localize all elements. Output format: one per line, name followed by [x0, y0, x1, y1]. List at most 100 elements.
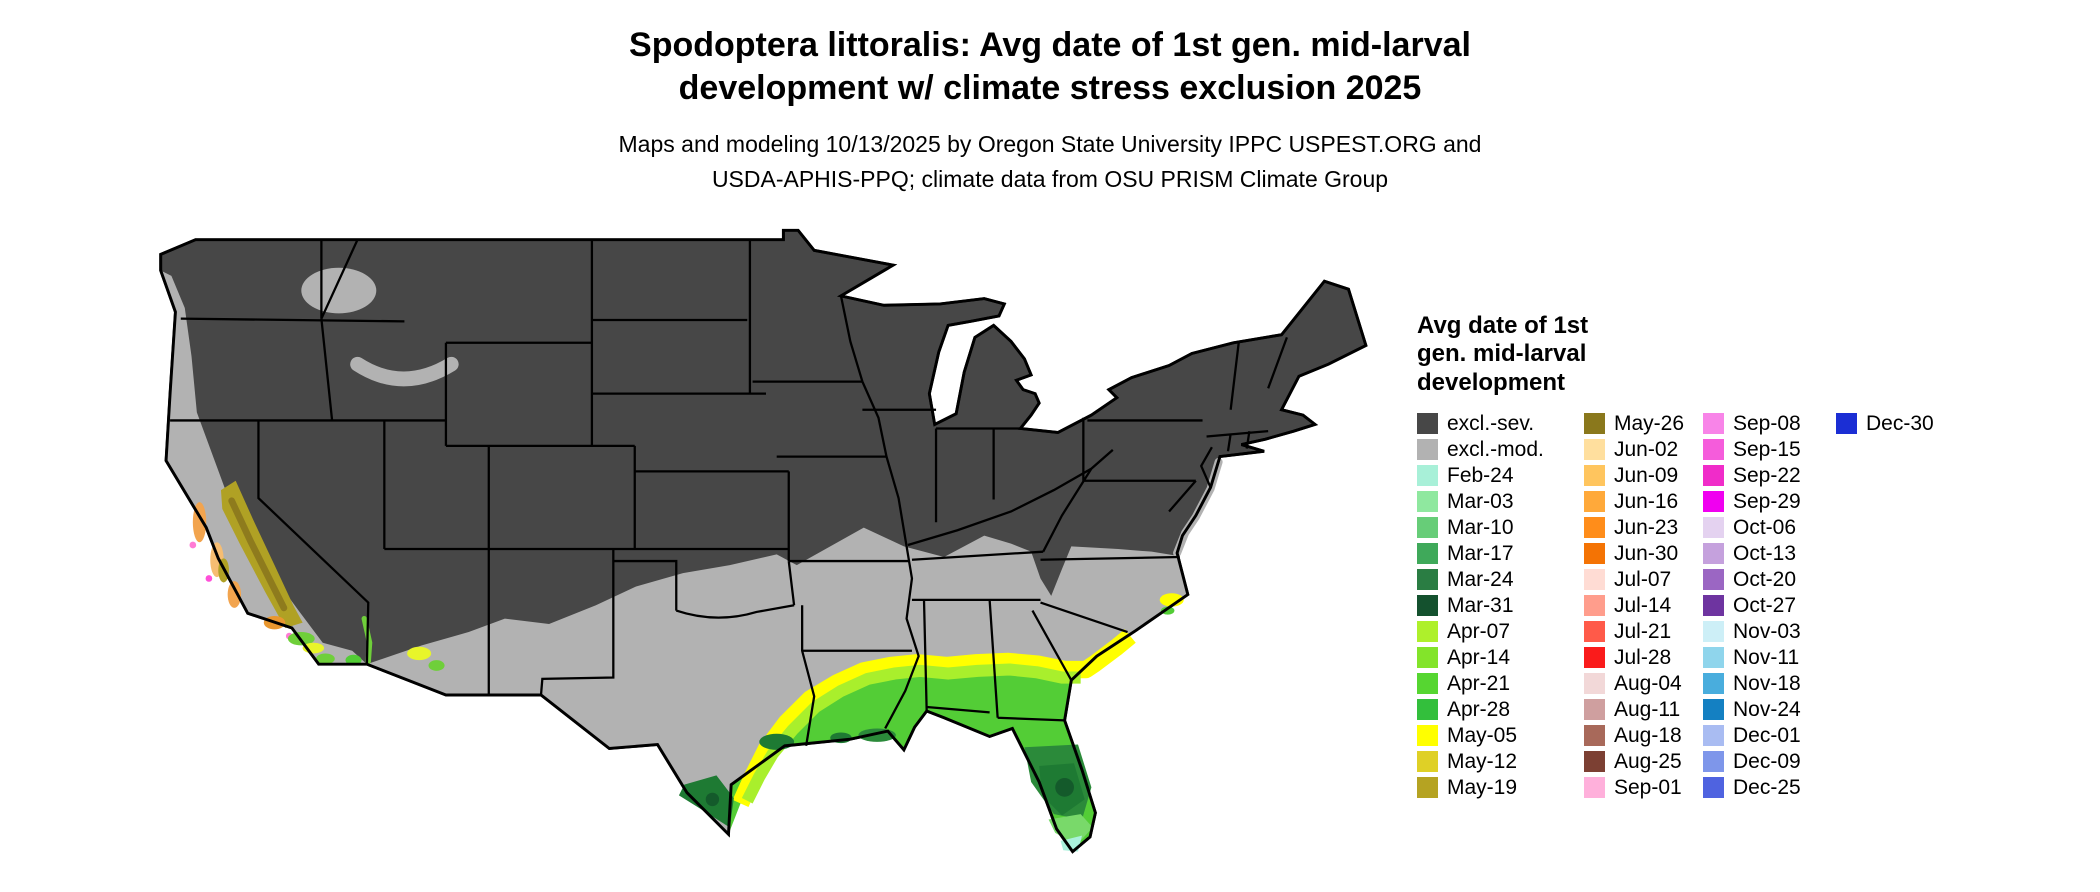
legend-swatch — [1417, 725, 1438, 747]
legend-label: Sep-08 — [1733, 411, 1801, 435]
legend-swatch — [1703, 491, 1724, 513]
legend-swatch — [1584, 777, 1605, 799]
legend-label: Dec-30 — [1866, 411, 1934, 435]
legend-item: Jul-21 — [1584, 619, 1703, 645]
dot-ca-pink-1 — [189, 541, 197, 549]
legend-item: Oct-27 — [1703, 593, 1836, 619]
legend-swatch — [1703, 439, 1724, 461]
legend-item: Dec-01 — [1703, 723, 1836, 749]
legend-label: Sep-22 — [1733, 463, 1801, 487]
legend-item: excl.-mod. — [1417, 437, 1584, 463]
legend-swatch — [1584, 621, 1605, 643]
band-yellow — [732, 629, 1136, 808]
region-florida-lightgreen — [1048, 814, 1093, 845]
legend-swatch — [1703, 621, 1724, 643]
legend-item: Mar-24 — [1417, 567, 1584, 593]
legend-label: Aug-18 — [1614, 723, 1682, 747]
legend-swatch — [1703, 673, 1724, 695]
patch-az-green — [428, 660, 445, 671]
legend-swatch — [1703, 569, 1724, 591]
legend-label: Dec-01 — [1733, 723, 1801, 747]
legend-swatch — [1417, 751, 1438, 773]
legend-label: Jul-07 — [1614, 567, 1672, 591]
legend-item: Aug-25 — [1584, 749, 1703, 775]
legend-item: Sep-01 — [1584, 775, 1703, 801]
legend-swatch — [1417, 777, 1438, 799]
legend-label: Jun-23 — [1614, 515, 1679, 539]
legend-label: May-12 — [1447, 749, 1518, 773]
legend-columns: excl.-sev. excl.-mod. Feb-24 Mar-03 Mar-10 Ma… — [1417, 411, 2057, 801]
legend-item: Mar-03 — [1417, 489, 1584, 515]
conus-map — [154, 214, 1386, 884]
legend-label: Mar-03 — [1447, 489, 1514, 513]
stripe-colorado-river-green — [361, 615, 373, 665]
legend-item: Sep-15 — [1703, 437, 1836, 463]
legend-item: Apr-14 — [1417, 645, 1584, 671]
legend-swatch — [1417, 673, 1438, 695]
legend-label: Dec-25 — [1733, 775, 1801, 799]
conus-map-svg — [159, 228, 1368, 854]
legend-label: Aug-25 — [1614, 749, 1682, 773]
legend-label: Mar-31 — [1447, 593, 1514, 617]
page-subtitle: Maps and modeling 10/13/2025 by Oregon S… — [618, 131, 1482, 192]
legend-item: Jun-02 — [1584, 437, 1703, 463]
legend-swatch — [1417, 543, 1438, 565]
legend-label: Nov-18 — [1733, 671, 1801, 695]
legend-item: Apr-21 — [1417, 671, 1584, 697]
legend-label: Nov-03 — [1733, 619, 1801, 643]
legend-swatch — [1417, 517, 1438, 539]
legend-label: Jun-30 — [1614, 541, 1679, 565]
legend-label: Mar-24 — [1447, 567, 1514, 591]
legend-label: Jul-28 — [1614, 645, 1672, 669]
legend-swatch — [1703, 465, 1724, 487]
legend-swatch — [1417, 621, 1438, 643]
legend-label: Jun-16 — [1614, 489, 1679, 513]
legend-swatch — [1584, 517, 1605, 539]
legend-item: Nov-03 — [1703, 619, 1836, 645]
legend-label: Aug-04 — [1614, 671, 1682, 695]
legend-item: Mar-31 — [1417, 593, 1584, 619]
legend-label: Apr-14 — [1447, 645, 1511, 669]
legend-label: Nov-24 — [1733, 697, 1801, 721]
legend-item: Sep-29 — [1703, 489, 1836, 515]
legend-label: Apr-07 — [1447, 619, 1511, 643]
patch-darkest-south-texas — [705, 792, 720, 807]
legend-item: Sep-22 — [1703, 463, 1836, 489]
legend-swatch — [1417, 465, 1438, 487]
legend-swatch — [1703, 777, 1724, 799]
legend-column: Sep-08 Sep-15 Sep-22 Sep-29 Oct-06 Oct-13 Oct-… — [1703, 411, 1836, 801]
legend-label: Jul-14 — [1614, 593, 1672, 617]
dot-ca-magenta — [205, 575, 213, 582]
legend-item: Jul-07 — [1584, 567, 1703, 593]
legend-swatch — [1417, 699, 1438, 721]
legend-item: May-05 — [1417, 723, 1584, 749]
legend-item: Mar-17 — [1417, 541, 1584, 567]
legend-item: Oct-06 — [1703, 515, 1836, 541]
moderate-columbia-basin — [301, 267, 377, 314]
legend-label: Mar-17 — [1447, 541, 1514, 565]
legend-label: Sep-15 — [1733, 437, 1801, 461]
legend-label: excl.-sev. — [1447, 411, 1535, 435]
legend-item: May-26 — [1584, 411, 1703, 437]
moderate-southern-band — [366, 527, 1188, 852]
legend-label: Dec-09 — [1733, 749, 1801, 773]
legend-swatch — [1584, 673, 1605, 695]
legend-swatch — [1584, 699, 1605, 721]
legend-item: Oct-13 — [1703, 541, 1836, 567]
map-header: Spodoptera littoralis: Avg date of 1st g… — [10, 24, 2090, 196]
legend-item: Jun-16 — [1584, 489, 1703, 515]
legend: Avg date of 1st gen. mid-larval developm… — [1417, 312, 2057, 801]
patch-socal-green-2 — [316, 653, 335, 665]
legend-swatch — [1584, 569, 1605, 591]
legend-item: May-12 — [1417, 749, 1584, 775]
legend-swatch — [1584, 439, 1605, 461]
legend-column: Dec-30 — [1836, 411, 1934, 437]
legend-swatch — [1703, 725, 1724, 747]
patch-az-yellow — [407, 646, 432, 661]
legend-swatch — [1703, 517, 1724, 539]
page-title: Spodoptera littoralis: Avg date of 1st g… — [629, 26, 1471, 107]
legend-swatch — [1703, 595, 1724, 617]
legend-item: Jun-23 — [1584, 515, 1703, 541]
legend-item: Apr-07 — [1417, 619, 1584, 645]
legend-swatch — [1417, 413, 1438, 435]
